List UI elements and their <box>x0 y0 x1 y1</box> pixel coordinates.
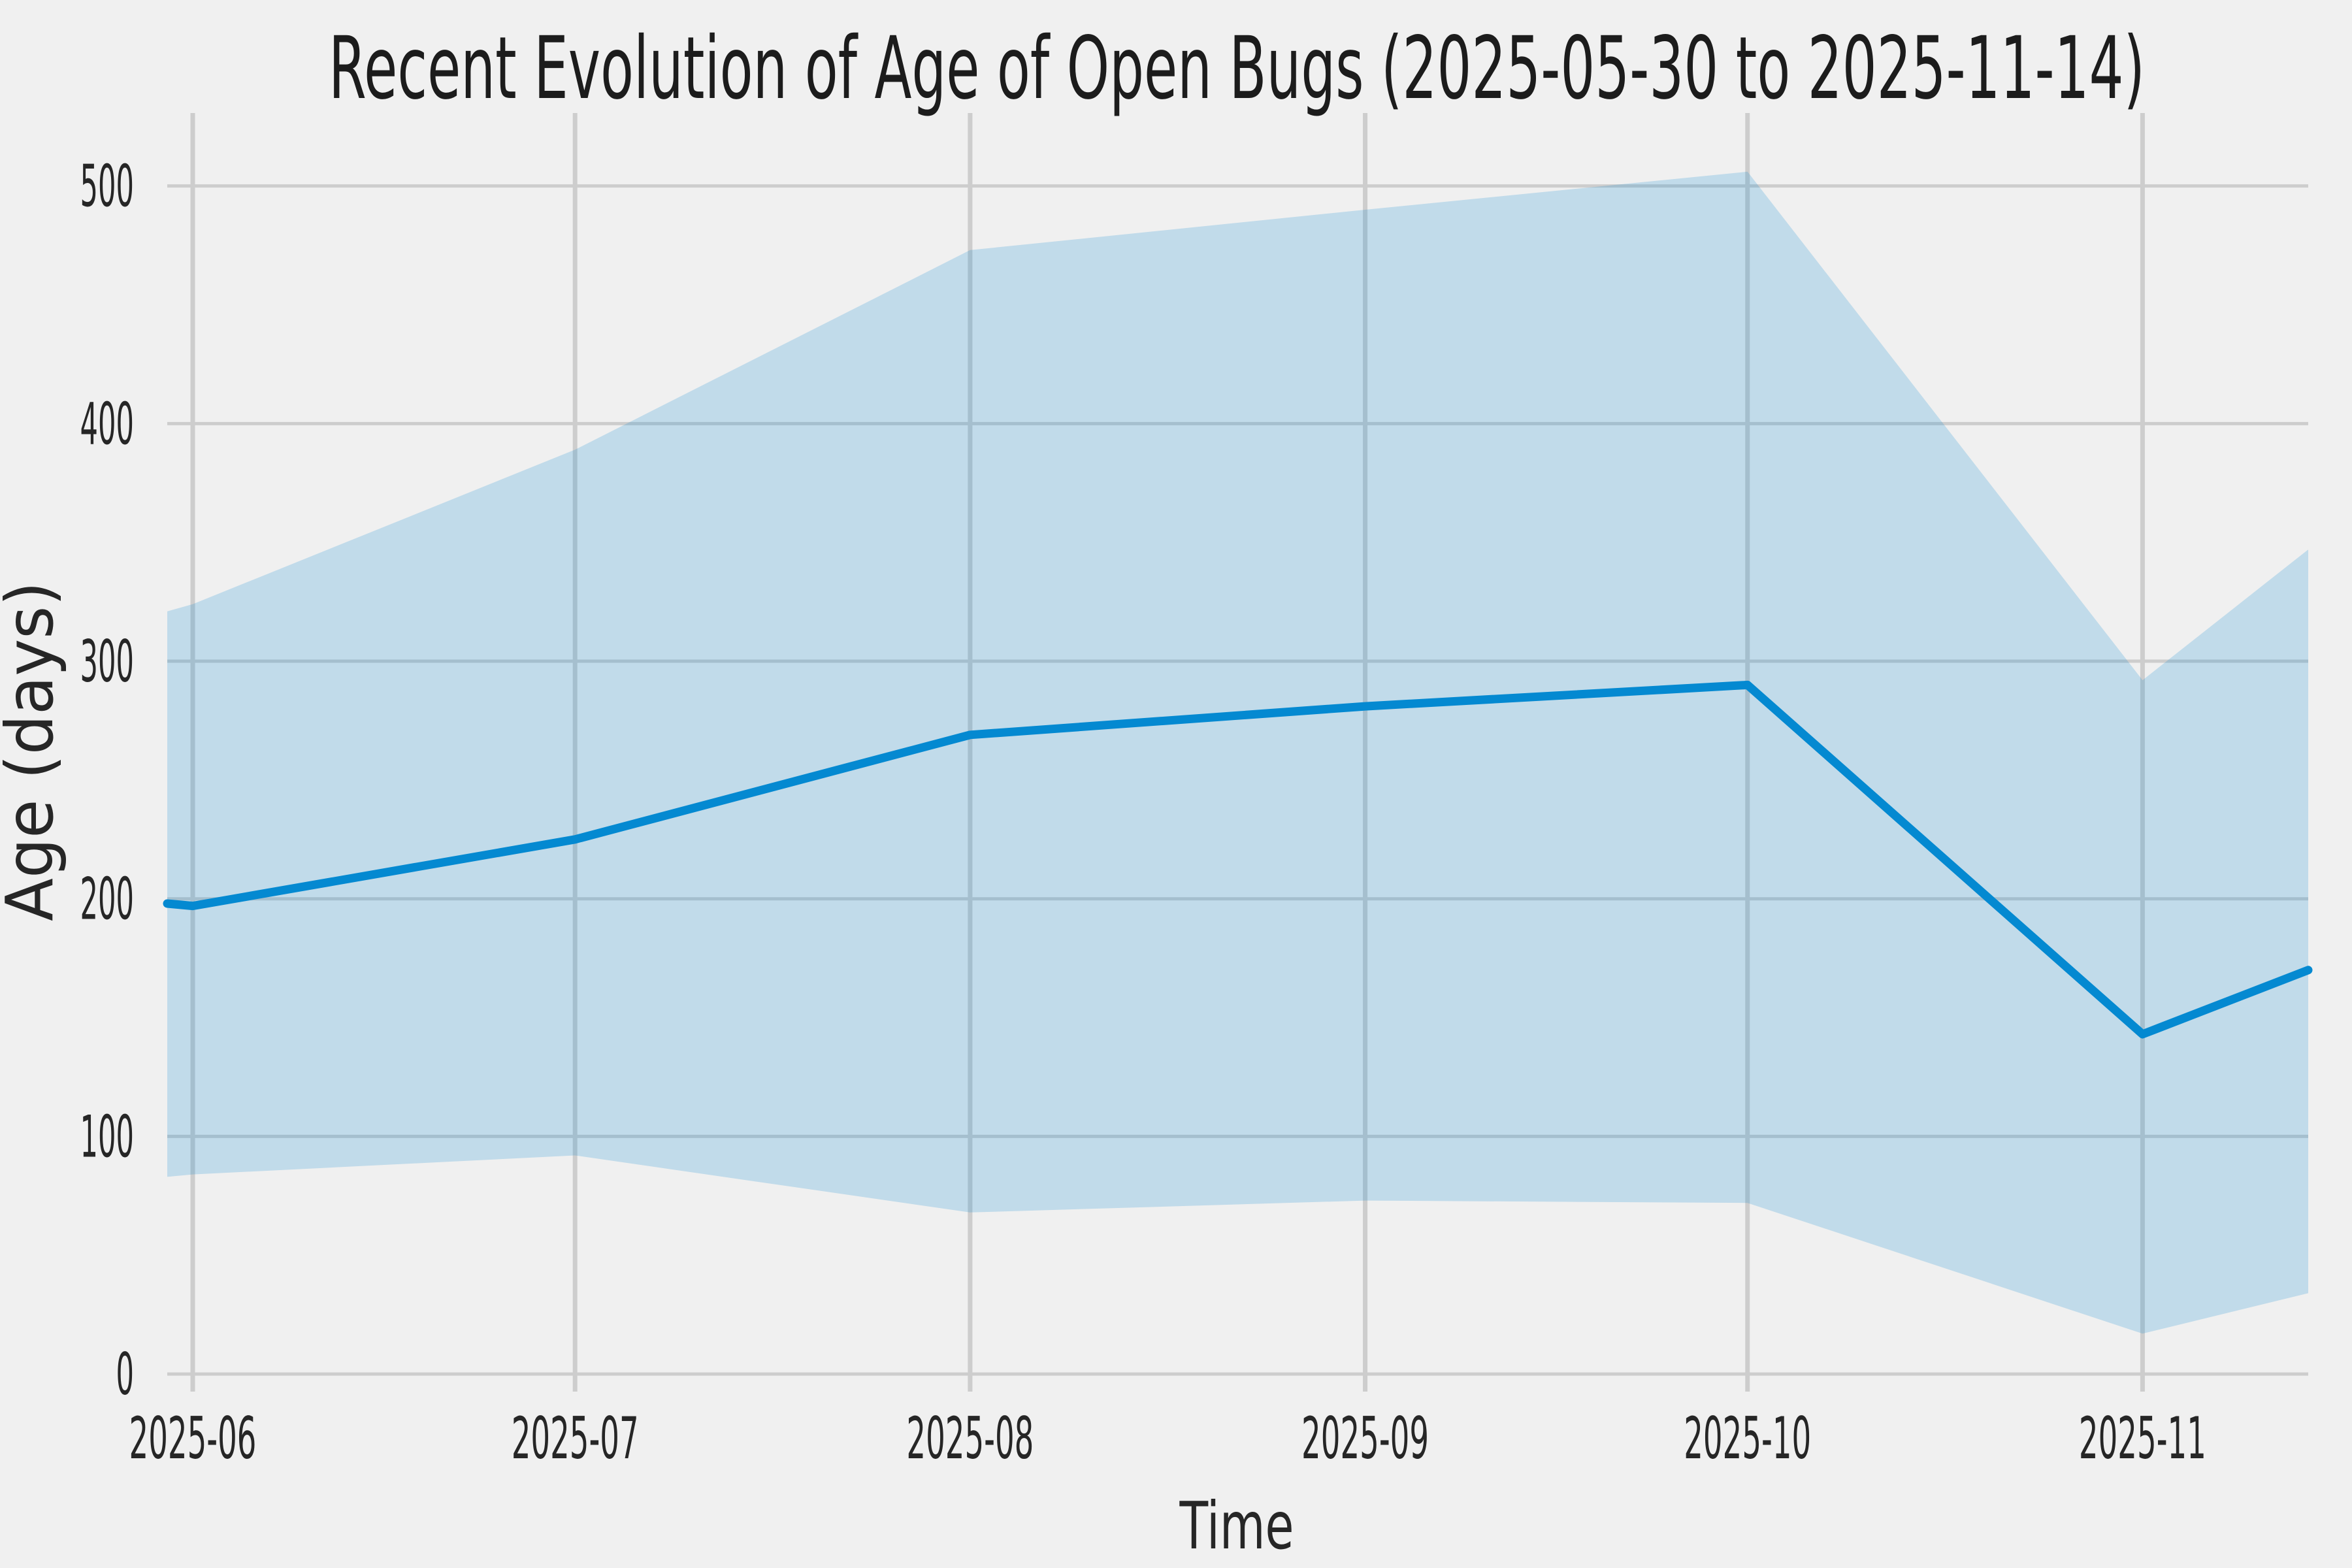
x-gridlines <box>190 113 2145 1392</box>
y-tick-labels: 0 100 200 300 400 500 <box>80 153 135 1408</box>
y-tick-label: 0 <box>116 1341 135 1408</box>
x-tick-label: 2025-08 <box>906 1405 1034 1472</box>
x-tick-label: 2025-07 <box>512 1405 639 1472</box>
x-tick-label: 2025-10 <box>1684 1405 1811 1472</box>
y-tick-label: 500 <box>80 153 135 220</box>
y-tick-label: 100 <box>80 1103 135 1170</box>
mean-age-line <box>163 680 2313 1039</box>
x-axis-label: Time <box>1179 1488 1294 1564</box>
x-tick-label: 2025-09 <box>1301 1405 1429 1472</box>
y-gridlines <box>167 184 2308 1376</box>
y-tick-label: 400 <box>80 390 135 457</box>
chart-title: Recent Evolution of Age of Open Bugs (20… <box>329 18 2145 119</box>
x-tick-label: 2025-11 <box>2079 1405 2206 1472</box>
x-tick-labels: 2025-06 2025-07 2025-08 2025-09 2025-10 2025-… <box>129 1405 2206 1472</box>
y-tick-label: 200 <box>80 866 135 933</box>
confidence-band <box>167 171 2308 1334</box>
x-tick-label: 2025-06 <box>129 1405 257 1472</box>
y-axis-label: Age (days) <box>0 581 68 921</box>
y-tick-label: 300 <box>80 628 135 695</box>
